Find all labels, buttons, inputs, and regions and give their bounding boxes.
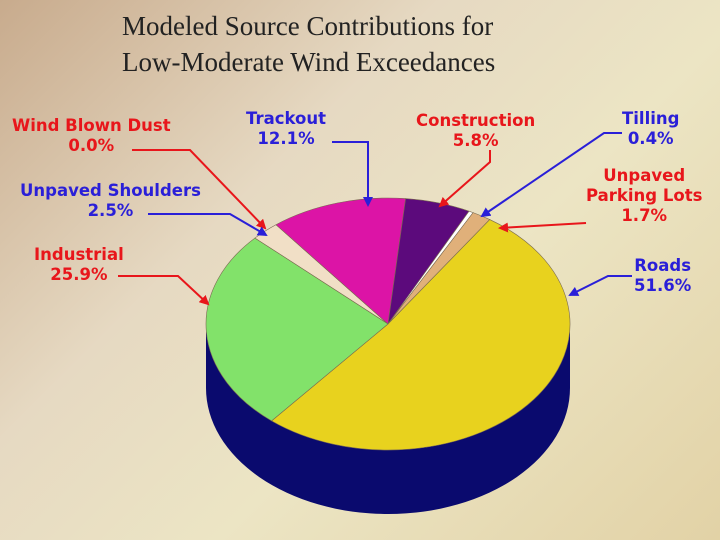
chart-title-line-1: Modeled Source Contributions for (122, 11, 494, 41)
chart-title-line-2: Low-Moderate Wind Exceedances (122, 47, 496, 77)
leader-construction (438, 150, 491, 208)
leader-unpaved-shoulders (148, 213, 268, 237)
label-unpaved-shoulders: Unpaved Shoulders 2.5% (20, 181, 201, 220)
pie-side-face (206, 324, 570, 514)
leader-industrial (118, 275, 210, 306)
pie-side-wall (206, 324, 570, 514)
pie-slice-trackout (275, 197, 406, 325)
label-unpaved-parking-lots: Unpaved Parking Lots 1.7% (586, 166, 703, 225)
label-wind-blown-dust: Wind Blown Dust 0.0% (12, 116, 171, 155)
pie-slice-industrial (205, 237, 389, 422)
leader-tilling (480, 132, 622, 218)
label-trackout: Trackout 12.1% (246, 109, 326, 148)
leader-roads (568, 275, 632, 296)
leader-unpaved-parking-lots (498, 222, 587, 233)
leader-trackout (332, 141, 373, 207)
pie-slice-roads (271, 219, 571, 451)
label-roads: Roads 51.6% (634, 256, 692, 295)
label-construction: Construction 5.8% (416, 111, 536, 150)
chart-title: Modeled Source Contributions for Low-Mod… (122, 8, 602, 80)
leader-wind-blown-dust (132, 149, 267, 230)
label-industrial: Industrial 25.9% (34, 245, 124, 284)
leader-lines (118, 132, 632, 306)
label-tilling: Tilling 0.4% (622, 109, 680, 148)
pie-top (205, 197, 571, 451)
